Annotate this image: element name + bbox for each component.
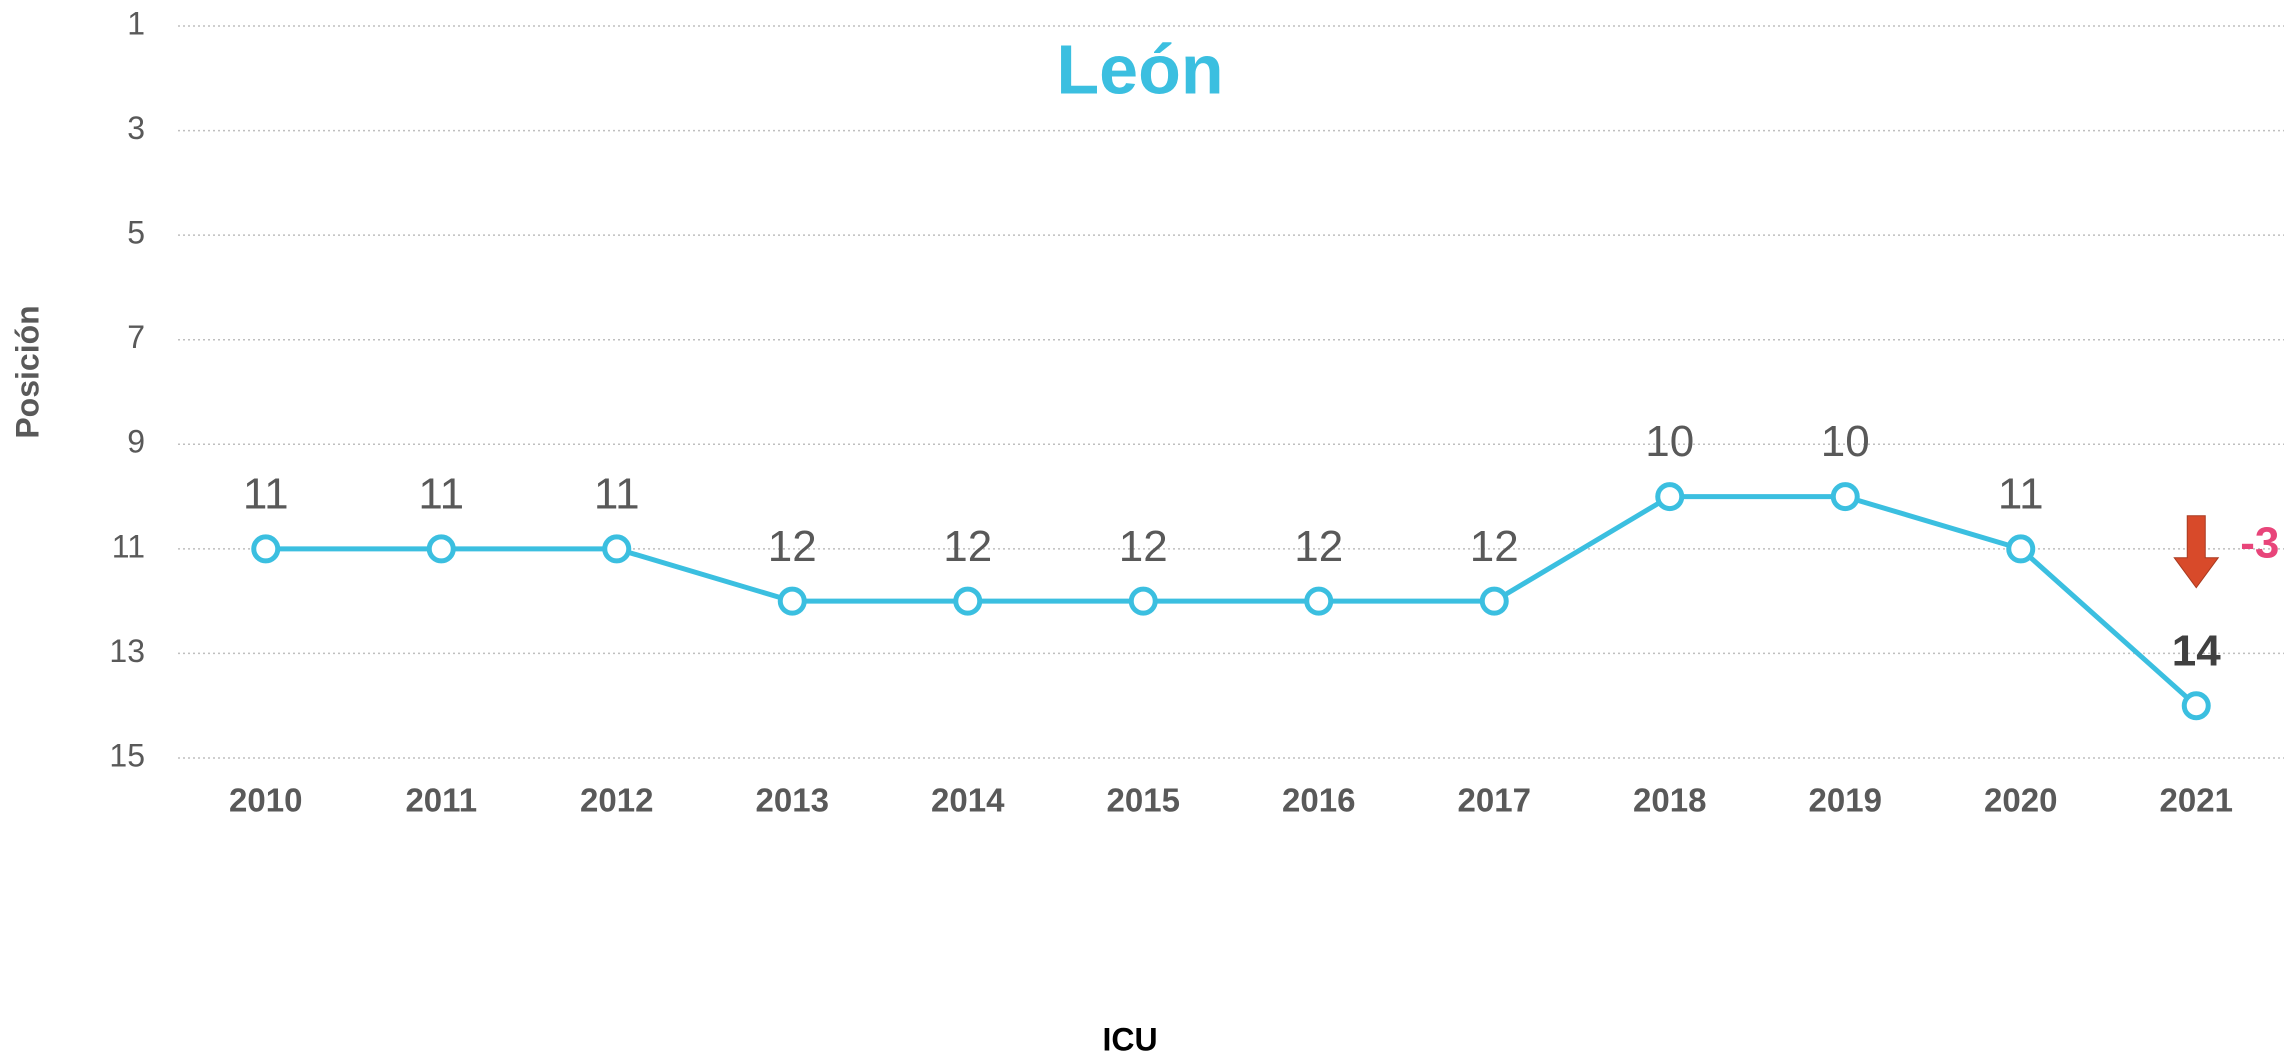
data-label: 11: [1998, 469, 2044, 518]
point: [1479, 586, 1509, 616]
arrow-icon: [2173, 515, 2220, 589]
x-axis-label: ICU: [1102, 1021, 1157, 1057]
y-tick-label: 9: [127, 424, 145, 460]
y-tick-label: 15: [109, 737, 145, 773]
x-tick-label: 2011: [405, 782, 477, 819]
data-label: 12: [943, 522, 992, 571]
x-tick-label: 2012: [580, 782, 653, 819]
x-tick-label: 2016: [1282, 782, 1355, 819]
line: [265, 494, 2198, 708]
data-label: 12: [768, 522, 817, 571]
annotation: -3: [2240, 518, 2279, 567]
x-tick-label: 2018: [1633, 782, 1706, 819]
y-tick-label: 1: [127, 5, 145, 41]
y-tick-label: 7: [127, 319, 145, 355]
data-label: 10: [1645, 417, 1694, 466]
x-tick-label: 2020: [1984, 782, 2057, 819]
y-tick-label: 5: [127, 215, 145, 251]
point: [2181, 691, 2211, 721]
x-tick-label: 2021: [2160, 782, 2233, 819]
x-tick-label: 2014: [931, 782, 1005, 819]
point: [1830, 482, 1860, 512]
point: [2006, 534, 2036, 564]
data-label: 12: [1470, 522, 1519, 571]
data-label: 11: [594, 469, 640, 518]
point: [251, 534, 281, 564]
point: [777, 586, 807, 616]
x-tick-label: 2013: [756, 782, 829, 819]
chart-title: León: [1056, 30, 1223, 108]
x-tick-label: 2010: [229, 782, 302, 819]
data-label: 11: [418, 469, 464, 518]
data-label: 10: [1821, 417, 1870, 466]
data-label: 12: [1119, 522, 1168, 571]
point: [1128, 586, 1158, 616]
x-tick-label: 2019: [1809, 782, 1882, 819]
data-label: 14: [2172, 626, 2221, 675]
point: [602, 534, 632, 564]
data-label: 11: [243, 469, 289, 518]
y-tick-label: 11: [112, 528, 145, 564]
x-tick-label: 2017: [1458, 782, 1531, 819]
point: [426, 534, 456, 564]
y-tick-label: 13: [109, 633, 145, 669]
x-tick-label: 2015: [1107, 782, 1180, 819]
data-label: 12: [1294, 522, 1343, 571]
y-tick-label: 3: [127, 110, 145, 146]
point: [1655, 482, 1685, 512]
point: [1304, 586, 1334, 616]
y-axis-label: Posición: [9, 305, 45, 438]
point: [953, 586, 983, 616]
